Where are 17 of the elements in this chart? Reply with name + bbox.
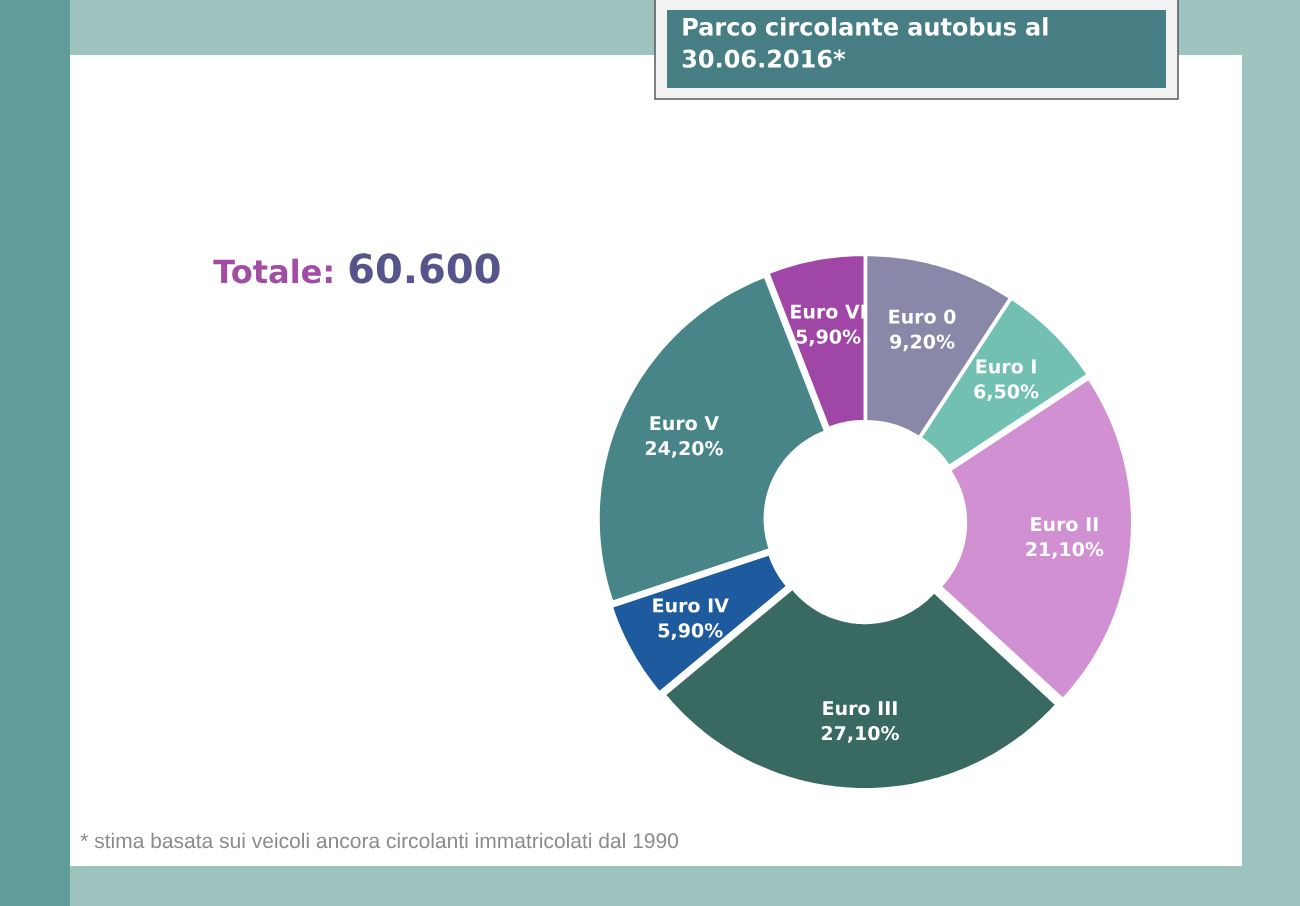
data-label: 24,20% <box>645 441 723 458</box>
data-label: 9,20% <box>890 334 955 352</box>
chart-title: Parco circolante autobus al 30.06.2016* <box>682 17 1048 68</box>
text: * stima basata sui veicoli ancora circolanti immatricolati dal 1990 <box>80 832 679 849</box>
slice-label: Euro 0 <box>889 309 956 324</box>
slice-label: Euro IV <box>653 598 729 613</box>
slice-label: Euro II <box>1031 517 1098 532</box>
slice-label: Euro V <box>650 416 719 431</box>
slice-label: Euro III <box>823 701 897 716</box>
data-label: 21,10% <box>1026 541 1104 559</box>
data-label: 5,90% <box>658 623 723 641</box>
text: Totale: <box>213 258 332 284</box>
slice-label: Euro I <box>976 359 1036 374</box>
data-label: 27,10% <box>821 725 899 743</box>
text: 60.600 <box>349 253 500 284</box>
data-label: 5,90% <box>796 329 861 347</box>
data-label: 6,50% <box>974 384 1039 402</box>
